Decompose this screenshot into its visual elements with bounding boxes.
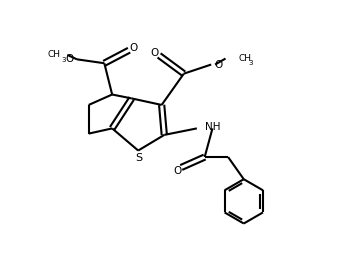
Text: NH: NH [205, 122, 220, 132]
Text: 3: 3 [61, 57, 66, 63]
Text: O: O [65, 54, 74, 64]
Text: O: O [130, 43, 138, 53]
Text: CH: CH [239, 53, 252, 63]
Text: S: S [135, 153, 142, 163]
Text: O: O [173, 166, 181, 176]
Text: O: O [215, 59, 223, 69]
Text: 3: 3 [249, 60, 253, 66]
Text: O: O [151, 48, 159, 58]
Text: CH: CH [47, 50, 60, 59]
